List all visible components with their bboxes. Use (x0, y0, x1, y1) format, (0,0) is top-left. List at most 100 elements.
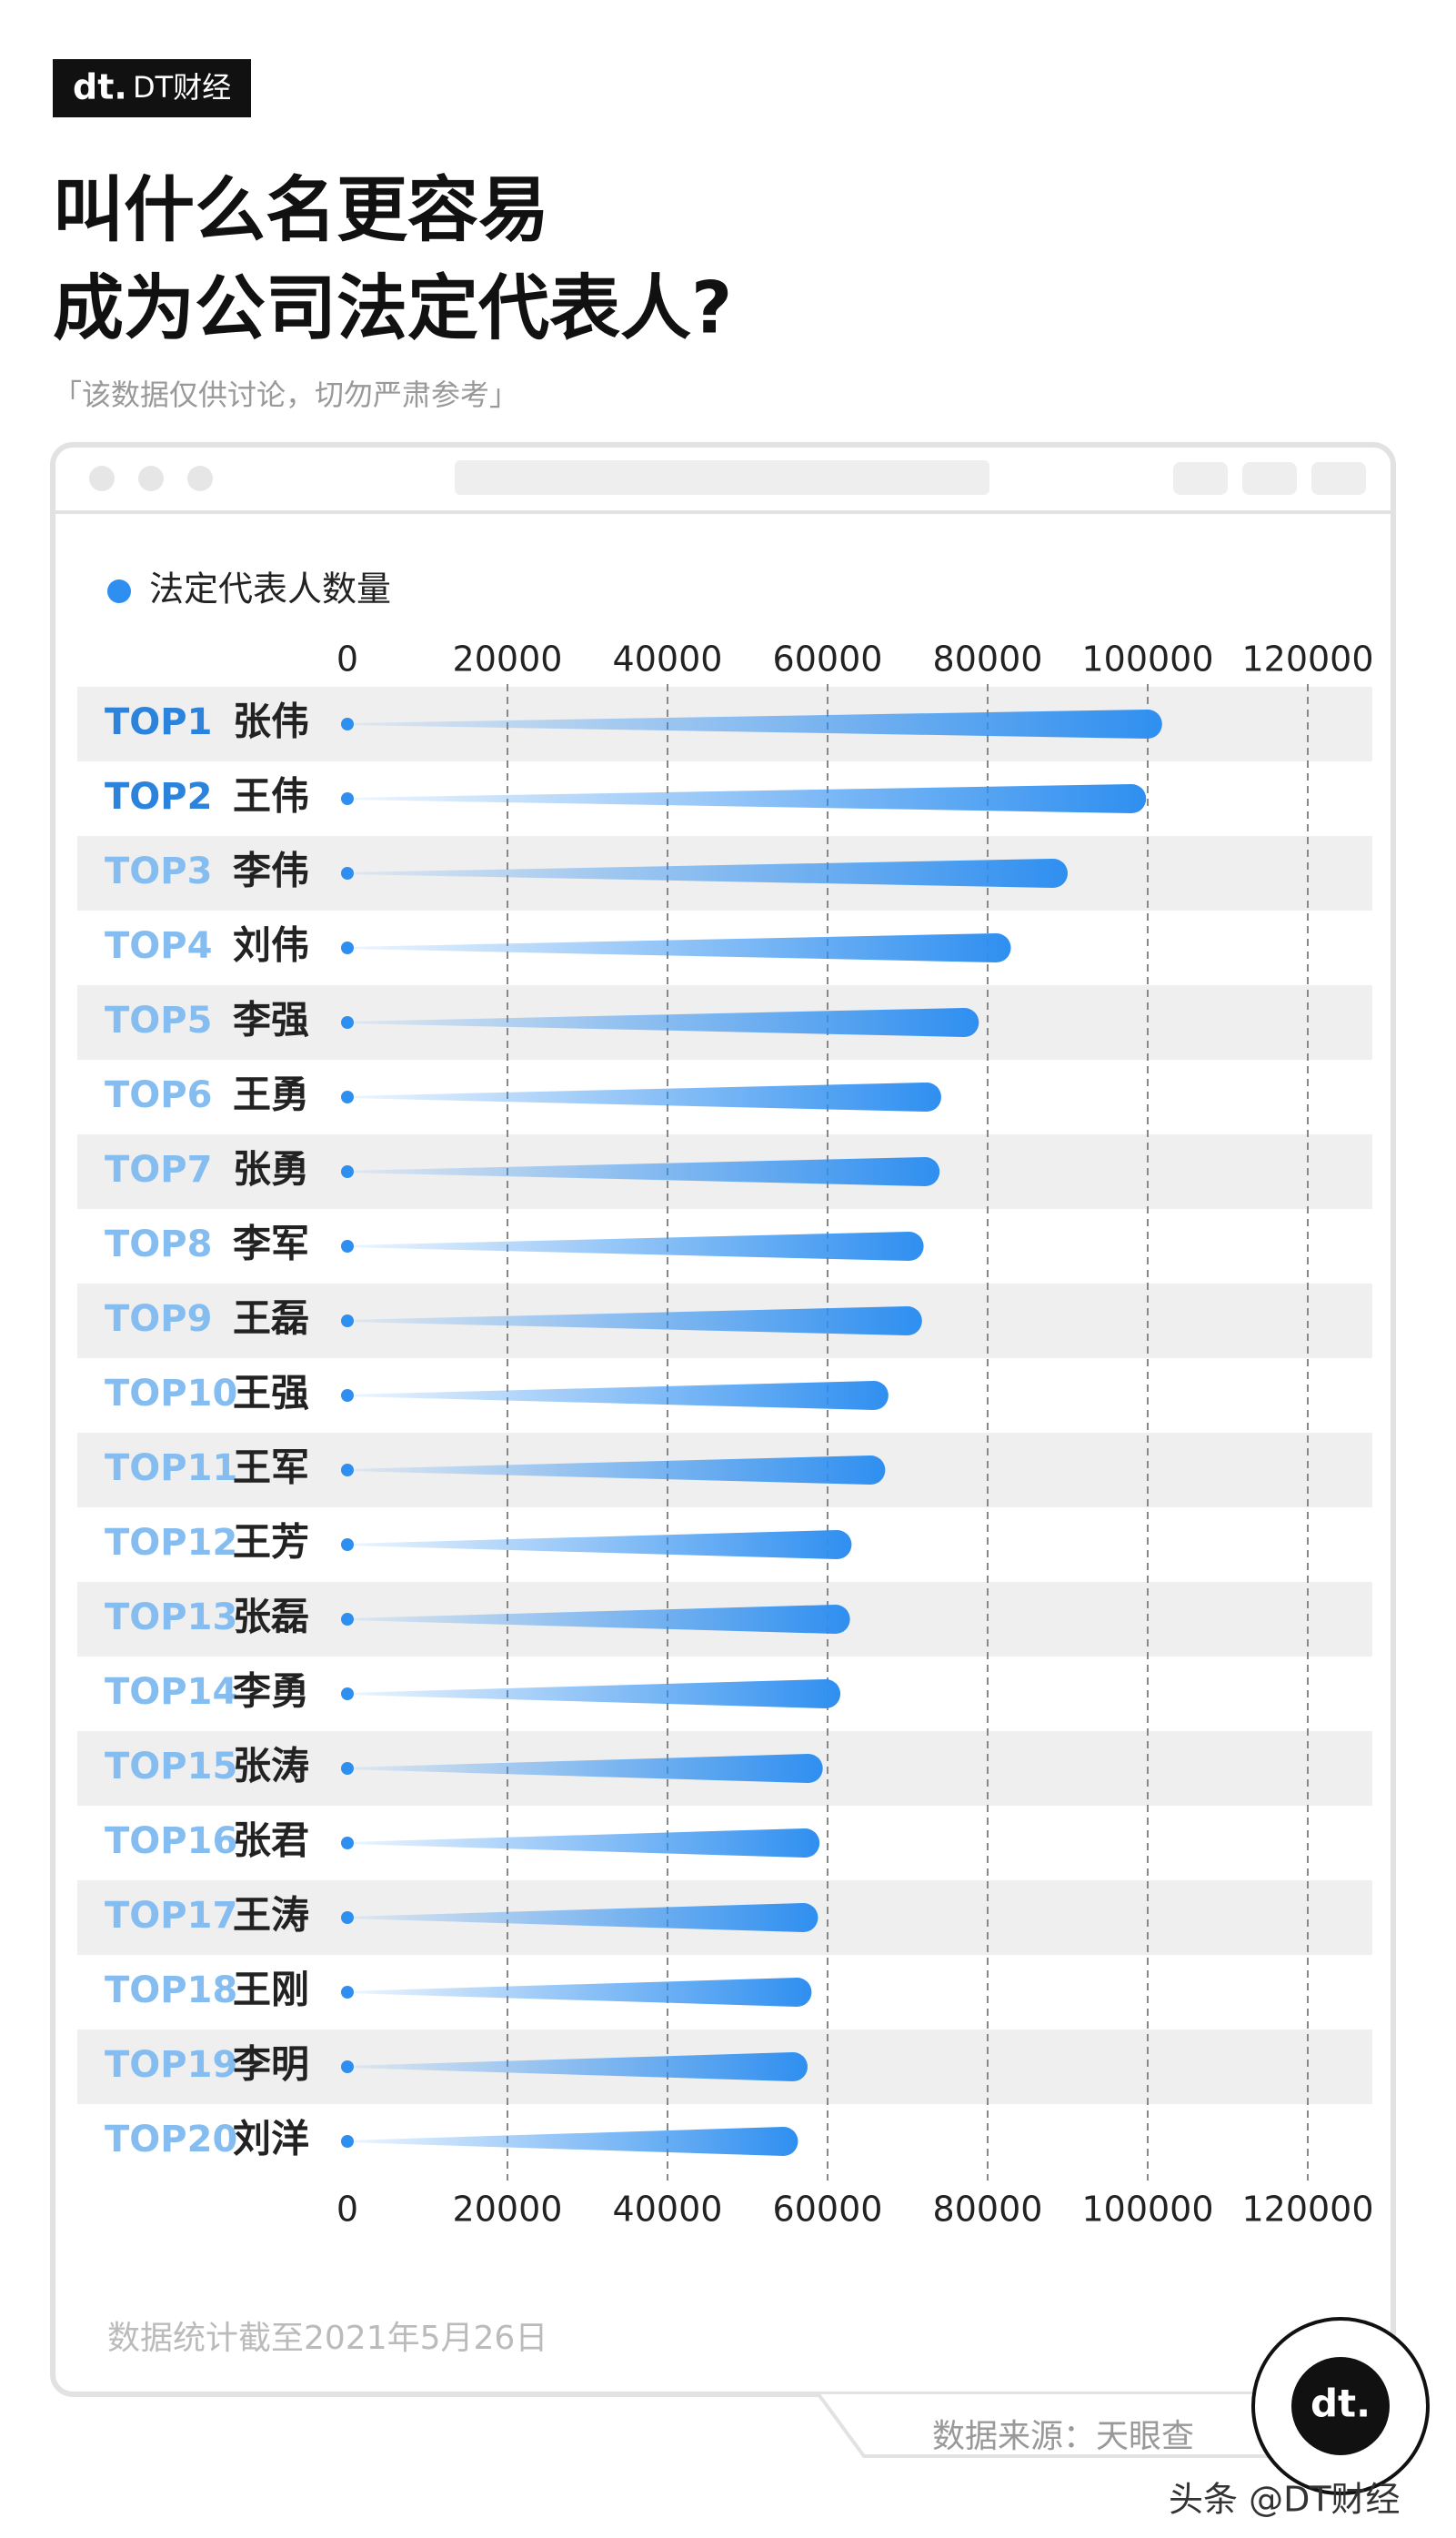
bar (347, 1605, 850, 1634)
rank-label: TOP8 (105, 1224, 212, 1265)
bar-origin (341, 2060, 354, 2073)
category-label: 张君 (233, 1818, 309, 1863)
bar (347, 1903, 818, 1932)
category-label: 李伟 (233, 849, 309, 893)
tool-btn (1242, 462, 1297, 495)
rank-label: TOP11 (105, 1447, 237, 1489)
bar (347, 1978, 812, 2007)
rank-label: TOP3 (105, 851, 212, 892)
category-label: 王涛 (233, 1893, 309, 1938)
category-label: 张伟 (233, 700, 309, 744)
bar-origin (341, 1165, 354, 1178)
rank-label: TOP9 (105, 1298, 212, 1340)
bar (347, 784, 1147, 813)
brand-box (53, 59, 251, 117)
bar (347, 1083, 941, 1112)
x-tick-label: 80000 (933, 2190, 1043, 2230)
category-label: 李明 (233, 2042, 309, 2087)
bar-origin (341, 1389, 354, 1402)
rank-label: TOP7 (105, 1149, 212, 1191)
bar-origin (341, 2135, 354, 2148)
rank-label: TOP16 (105, 1820, 237, 1862)
bar-origin (341, 792, 354, 805)
bar-origin (341, 1091, 354, 1103)
bar-origin (341, 1687, 354, 1700)
category-label: 王刚 (233, 1968, 309, 2012)
rank-label: TOP5 (105, 1000, 212, 1042)
bar (347, 1530, 852, 1559)
address-bar (455, 460, 989, 495)
bar-origin (341, 1016, 354, 1029)
bar-origin (341, 1762, 354, 1775)
win-btn (89, 466, 115, 491)
category-label: 王磊 (233, 1296, 309, 1341)
rank-label: TOP18 (105, 1969, 237, 2011)
rank-label: TOP14 (105, 1671, 237, 1713)
bar-origin (341, 718, 354, 730)
note: 数据统计截至2021年5月26日 (107, 2320, 547, 2357)
x-tick-label: 100000 (1081, 2190, 1213, 2230)
brand: DT财经 (133, 70, 231, 105)
category-label: 张磊 (233, 1595, 309, 1639)
rank-label: TOP1 (105, 701, 212, 743)
category-label: 王军 (233, 1445, 309, 1490)
badge-logo (1291, 2357, 1390, 2455)
bar (347, 710, 1162, 739)
tool-btn (1173, 462, 1228, 495)
category-label: 刘洋 (233, 2117, 309, 2161)
watermark: 头条 @DT财经 (1169, 2480, 1401, 2520)
category-label: 张涛 (233, 1744, 309, 1788)
subtitle: 「该数据仅供讨论，切勿严肃参考」 (53, 378, 518, 412)
bar (347, 1828, 820, 1858)
category-label: 王伟 (233, 774, 309, 819)
bar (347, 933, 1011, 962)
source: 数据来源：天眼查 (932, 2418, 1194, 2455)
category-label: 张勇 (233, 1147, 309, 1192)
rank-label: TOP2 (105, 776, 212, 818)
category-label: 李军 (233, 1222, 309, 1266)
bar (347, 1157, 940, 1186)
bar (347, 2127, 798, 2156)
brand-logo: dt. (73, 67, 127, 107)
bar (347, 1455, 886, 1485)
x-tick-label: 40000 (613, 2190, 723, 2230)
bar (347, 1306, 922, 1335)
bar-origin (341, 1314, 354, 1327)
legend-swatch (107, 579, 131, 603)
bar (347, 859, 1068, 888)
bar-origin (341, 1613, 354, 1626)
rank-label: TOP4 (105, 925, 212, 967)
bar-origin (341, 867, 354, 880)
rank-label: TOP10 (105, 1373, 237, 1415)
x-tick-label: 60000 (773, 640, 883, 680)
bar-origin (341, 1240, 354, 1253)
x-tick-label: 120000 (1241, 640, 1373, 680)
x-tick-label: 20000 (453, 2190, 563, 2230)
rank-label: TOP15 (105, 1746, 237, 1788)
category-label: 王芳 (233, 1520, 309, 1565)
bar-origin (341, 1986, 354, 1999)
category-label: 王强 (233, 1371, 309, 1415)
category-label: 李勇 (233, 1669, 309, 1714)
x-tick-label: 40000 (613, 640, 723, 680)
bar (347, 1381, 889, 1410)
category-label: 王勇 (233, 1073, 309, 1117)
bar (347, 1754, 823, 1783)
category-label: 李强 (233, 998, 309, 1042)
legend-label: 法定代表人数量 (149, 569, 391, 609)
bar-origin (341, 1911, 354, 1924)
rank-label: TOP12 (105, 1522, 237, 1564)
bar-origin (341, 1837, 354, 1849)
x-tick-label: 0 (336, 640, 358, 680)
rank-label: TOP13 (105, 1596, 237, 1638)
rank-label: TOP6 (105, 1074, 212, 1116)
bar-origin (341, 942, 354, 954)
x-tick-label: 100000 (1081, 640, 1213, 680)
win-btn (138, 466, 164, 491)
win-btn (187, 466, 213, 491)
rank-label: TOP20 (105, 2119, 237, 2160)
bar-origin (341, 1464, 354, 1476)
x-tick-label: 120000 (1241, 2190, 1373, 2230)
bar (347, 2052, 808, 2081)
